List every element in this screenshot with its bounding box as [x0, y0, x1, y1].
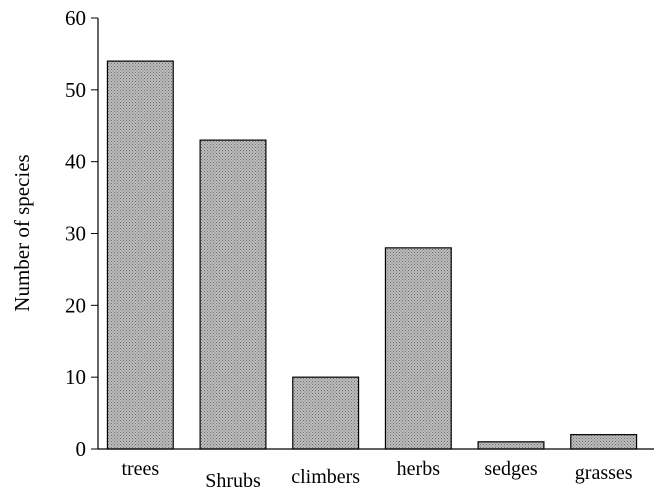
bar-climbers: [292, 376, 360, 450]
bar-trees: [106, 60, 174, 450]
bars: [106, 60, 638, 450]
y-axis-label: Number of species: [10, 154, 34, 311]
x-tick-label-climbers: climbers: [291, 466, 360, 488]
bar-sedges: [477, 441, 545, 450]
x-tick-label-trees: trees: [121, 458, 159, 480]
y-tick-label-40: 40: [65, 150, 86, 174]
bar-herbs: [384, 247, 452, 450]
bar-shrubs: [199, 139, 267, 450]
y-tick-label-30: 30: [65, 222, 86, 246]
y-tick-label-20: 20: [65, 293, 86, 317]
x-axis-labels: trees Shrubs climbers herbs sedges grasses: [121, 458, 632, 490]
x-tick-label-herbs: herbs: [397, 458, 441, 480]
y-tick-label-0: 0: [76, 437, 87, 461]
x-tick-label-shrubs: Shrubs: [205, 470, 261, 490]
y-tick-label-50: 50: [65, 78, 86, 102]
x-tick-label-sedges: sedges: [484, 458, 538, 480]
y-tick-label-60: 60: [65, 6, 86, 30]
y-tick-label-10: 10: [65, 365, 86, 389]
x-tick-label-grasses: grasses: [575, 462, 633, 484]
y-axis-ticks: 0 10 20 30 40 50 60: [65, 6, 98, 461]
bar-grasses: [570, 434, 638, 450]
